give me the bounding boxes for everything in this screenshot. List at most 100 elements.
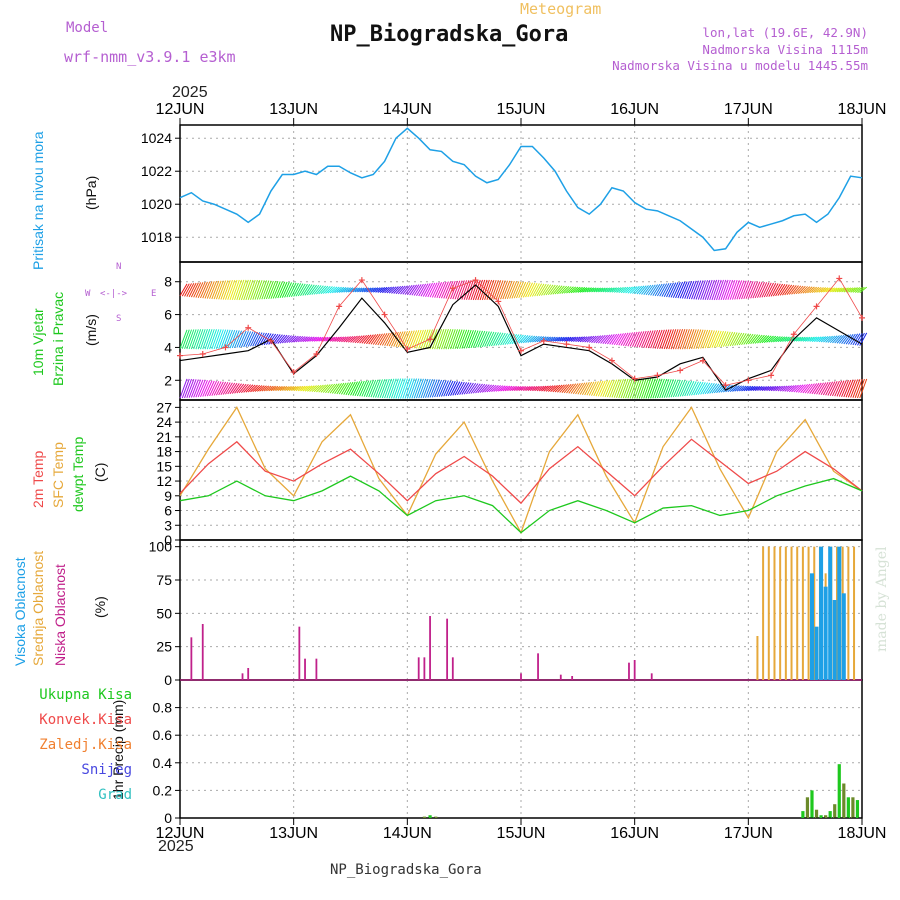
wind-barb (504, 333, 513, 345)
precip-bar (833, 804, 837, 818)
wind-barb (418, 329, 427, 349)
wind-barb (566, 383, 574, 394)
wind-barb (422, 378, 431, 399)
wind-barb (584, 381, 593, 396)
wind-barb (375, 379, 383, 398)
wind-barb (361, 334, 370, 344)
wind-barb (341, 287, 349, 293)
wind-barb (625, 332, 634, 347)
wind-barb (307, 336, 315, 342)
model-label: Model (66, 20, 109, 36)
wind-barb (677, 380, 686, 397)
wind-barb (254, 280, 263, 300)
low-cloud-bar (315, 658, 318, 680)
wind-barb (688, 381, 697, 396)
wind-barb (647, 330, 656, 349)
wind-barb (450, 381, 458, 396)
wind-barb (577, 287, 586, 293)
wind-barb (559, 336, 567, 342)
wind-barb (425, 379, 433, 398)
wind-barb (731, 280, 740, 300)
wind-barb (252, 280, 261, 300)
year-bottom: 2025 (158, 838, 194, 855)
wind-barb (841, 380, 850, 397)
high-cloud-bar (828, 546, 833, 680)
wind-barb (598, 287, 606, 293)
wind-barb (672, 329, 681, 350)
wind-barb (711, 383, 720, 394)
wind-barb (304, 385, 313, 392)
wind-barb (613, 379, 622, 398)
wind-barb (616, 379, 624, 398)
wind-barb (750, 281, 759, 299)
wind-barb (427, 282, 436, 298)
wind-barb (552, 285, 561, 295)
wind-barb (461, 329, 470, 349)
wind-barb (281, 282, 290, 298)
wind-barb (502, 385, 511, 392)
wind-barb (275, 334, 283, 345)
wind-barb (670, 379, 679, 398)
wind-barb (186, 379, 195, 398)
wind-barb (409, 284, 418, 296)
wind-barb (845, 287, 854, 293)
wind-barb (218, 280, 227, 300)
wind-barb (561, 286, 570, 294)
wind-barb (447, 380, 456, 397)
wind-barb (704, 279, 713, 300)
wind-barb (327, 383, 336, 394)
wind-barb (777, 283, 786, 296)
wind-barb (363, 287, 372, 293)
wind-barb (245, 279, 254, 301)
wind-barb (575, 286, 583, 293)
wind-barb (452, 329, 461, 350)
wind-barb (197, 281, 206, 298)
wind-barb (641, 378, 649, 399)
wind-barb (320, 336, 329, 342)
wind-barb (600, 287, 608, 293)
wind-barb (377, 287, 386, 293)
wind-barb (684, 329, 693, 350)
wind-barb (434, 282, 443, 298)
wind-barb (302, 385, 311, 392)
wind-barb (479, 384, 488, 393)
wind-barb (523, 386, 531, 391)
wind-barb (384, 286, 392, 294)
wind-barb (466, 382, 474, 395)
wind-barb (847, 379, 856, 398)
footer-station: NP_Biogradska_Gora (330, 862, 482, 878)
wind-barb (413, 284, 422, 296)
wind-barb (236, 330, 245, 348)
wind-barb (852, 287, 861, 293)
precip-bar (855, 800, 860, 818)
wind-barb (245, 384, 254, 393)
wind-barb (252, 384, 261, 393)
x-tick-label-bottom: 13JUN (269, 825, 318, 842)
wind-barb (247, 279, 256, 300)
low-cloud-bar (417, 657, 420, 680)
wind-barb (497, 332, 506, 346)
wind-barb (297, 336, 306, 343)
wind-barb (672, 281, 681, 298)
wind-barb (602, 287, 611, 293)
wind-barb (211, 381, 220, 396)
compass-arrows: <-|-> (100, 289, 128, 299)
wind-barb (250, 331, 258, 347)
wind-barb (773, 385, 781, 392)
mid-cloud-bar (762, 546, 765, 680)
precip-bar (810, 790, 814, 818)
low-cloud-bar (633, 660, 636, 680)
wind-barb (838, 380, 847, 397)
wind-barb (631, 378, 640, 399)
wind-barb (627, 286, 636, 294)
wind-barb (438, 380, 447, 397)
wind-barb (243, 279, 252, 301)
wind-barb (670, 329, 679, 350)
wind-barb (238, 279, 247, 301)
wind-barb (595, 335, 604, 344)
wind-barb (702, 279, 711, 300)
wind-barb (588, 287, 597, 293)
wind-barb (363, 334, 372, 344)
wind-barb (797, 285, 806, 294)
wind-barb (406, 284, 415, 296)
